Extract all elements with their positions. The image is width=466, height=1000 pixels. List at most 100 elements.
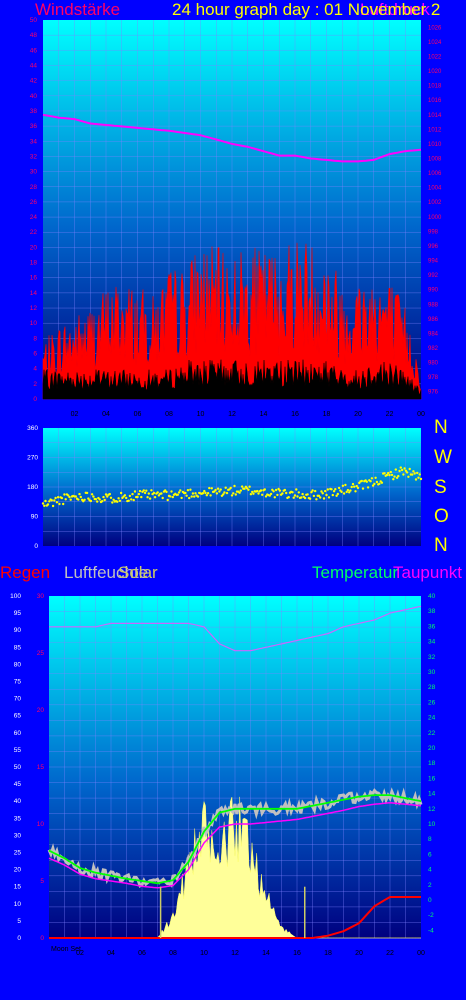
direction-point (176, 493, 179, 496)
compass-east-label: O (434, 506, 449, 527)
direction-point (369, 480, 372, 483)
pressure-y-tick: 1026 (428, 25, 442, 31)
direction-point (98, 498, 101, 501)
direction-point (56, 496, 60, 499)
direction-point (119, 491, 123, 495)
direction-point (46, 503, 50, 506)
direction-point (196, 495, 200, 498)
rain-y-tick: 15 (37, 764, 45, 771)
wind-y-tick: 34 (30, 138, 38, 145)
direction-point (133, 490, 137, 493)
temperature-y-tick: -2 (428, 912, 434, 919)
direction-point (393, 475, 396, 478)
direction-point (390, 473, 394, 477)
direction-point (285, 491, 288, 495)
compass-north-2-label: N (434, 535, 448, 556)
direction-point (344, 483, 347, 487)
direction-point (184, 491, 187, 495)
temperature-y-tick: 14 (428, 791, 436, 798)
direction-point (264, 495, 268, 498)
direction-point (117, 497, 120, 500)
pressure-y-tick: 1018 (428, 84, 442, 90)
page-title: 24 hour graph day : 01 November 2 (172, 0, 441, 19)
direction-point (230, 494, 234, 497)
direction-point (127, 499, 130, 502)
direction-point (60, 496, 64, 500)
direction-point (308, 497, 312, 500)
temperature-y-tick: 34 (428, 639, 436, 646)
direction-point (322, 497, 326, 500)
pressure-y-tick: 992 (428, 273, 439, 279)
direction-point (118, 499, 122, 502)
wind-x-tick: 10 (197, 411, 205, 418)
direction-point (248, 485, 251, 488)
direction-point (330, 488, 333, 491)
direction-point (361, 487, 365, 490)
direction-point (150, 489, 153, 492)
weather-x-tick: 12 (231, 950, 239, 957)
direction-point (203, 489, 206, 493)
wind-chart: 0246810121416182022242628303234363840424… (30, 17, 442, 418)
wind-x-tick: 20 (354, 411, 362, 418)
temperature-band (47, 787, 423, 889)
direction-point (58, 502, 61, 506)
direction-point (136, 495, 139, 499)
direction-point (132, 498, 135, 502)
wind-y-tick: 6 (33, 351, 37, 358)
direction-point (96, 500, 99, 503)
wind-y-tick: 22 (30, 229, 38, 236)
humidity-y-tick: 30 (14, 832, 22, 839)
direction-point (385, 473, 389, 477)
direction-point (223, 491, 226, 494)
direction-point (411, 473, 414, 476)
temperature-y-tick: 20 (428, 745, 436, 752)
humidity-y-tick: 85 (14, 644, 22, 651)
wind-x-tick: 18 (323, 411, 331, 418)
direction-point (292, 496, 295, 499)
direction-point (214, 488, 217, 492)
weather-x-tick: 22 (386, 950, 394, 957)
direction-point (186, 489, 190, 492)
direction-point (152, 491, 156, 495)
rain-y-tick: 25 (37, 650, 45, 657)
direction-point (398, 469, 401, 473)
compass-south-label: S (434, 477, 447, 498)
direction-point (131, 492, 134, 496)
pressure-y-tick: 1004 (428, 186, 442, 192)
pressure-y-tick: 1010 (428, 142, 442, 148)
temperature-label: Temperatur (312, 563, 398, 582)
direction-point (89, 499, 93, 503)
direction-point (206, 492, 210, 495)
temperature-y-tick: 6 (428, 851, 432, 858)
temperature-y-tick: 28 (428, 684, 436, 691)
direction-point (408, 467, 411, 471)
direction-point (43, 504, 46, 507)
direction-point (148, 497, 152, 500)
direction-point (340, 490, 343, 494)
direction-point (185, 494, 188, 497)
direction-point (349, 489, 352, 492)
direction-point (365, 480, 368, 483)
direction-point (180, 496, 183, 500)
direction-point (171, 495, 174, 499)
humidity-y-tick: 10 (14, 901, 22, 908)
direction-point (419, 477, 423, 481)
direction-point (240, 485, 244, 488)
direction-point (234, 493, 237, 496)
humidity-y-tick: 45 (14, 781, 22, 788)
direction-point (138, 489, 142, 493)
direction-point (251, 490, 254, 494)
direction-point (257, 492, 260, 495)
temperature-y-tick: 16 (428, 775, 436, 782)
rain-y-tick: 5 (40, 878, 44, 885)
direction-point (300, 496, 303, 499)
weather-x-tick: 18 (324, 950, 332, 957)
direction-point (320, 490, 323, 493)
direction-point (287, 496, 290, 499)
pressure-y-tick: 1024 (428, 40, 442, 46)
direction-point (48, 500, 51, 503)
direction-point (179, 489, 182, 492)
humidity-y-tick: 0 (17, 935, 21, 942)
direction-point (327, 496, 331, 499)
direction-point (166, 498, 169, 502)
